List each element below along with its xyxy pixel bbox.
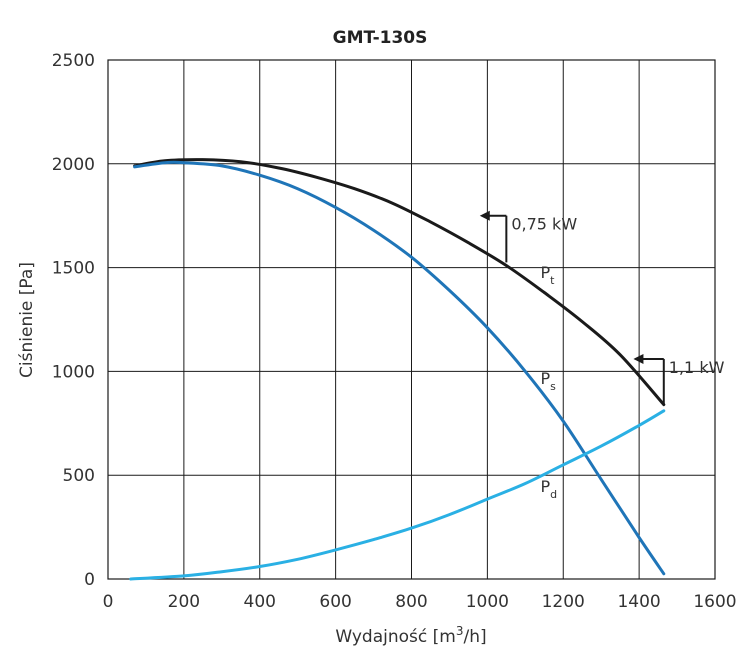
series-labels: Pt Ps Pd [540,263,557,501]
series-line-pt [133,158,666,407]
y-axis-label: Ciśnienie [Pa] [17,262,37,378]
x-tick-label: 200 [168,592,200,612]
x-tick-label: 1200 [542,592,585,612]
annotation-power-label: 0,75 kW [511,215,577,234]
x-tick-label: 800 [395,592,427,612]
annotation-power-label: 1,1 kW [669,358,725,377]
x-axis-label-sup: 3 [456,624,464,638]
y-tick-label: 1500 [52,259,95,279]
x-axis-label-base: Wydajność [m [335,627,455,647]
x-tick-label: 1400 [617,592,660,612]
grid [107,59,716,580]
x-axis-label-tail: /h] [463,627,486,647]
x-axis-label: Wydajność [m3/h] [335,624,486,647]
x-tick-labels: 0 200 400 600 800 1000 1200 1400 1600 [103,592,737,612]
series-label-ps: Ps [540,369,556,393]
series-lines [129,158,666,581]
series-line-pd [129,409,666,581]
series-label-pt: Pt [540,263,555,287]
x-tick-label: 1600 [693,592,736,612]
y-tick-labels: 0 500 1000 1500 2000 2500 [52,51,95,590]
y-tick-label: 500 [63,466,95,486]
power-annotations: 0,75 kW 1,1 kW [479,210,725,405]
y-tick-label: 2000 [52,155,95,175]
y-tick-label: 1000 [52,362,95,382]
x-tick-label: 0 [103,592,114,612]
x-tick-label: 600 [319,592,351,612]
x-tick-label: 400 [244,592,276,612]
y-tick-label: 2500 [52,51,95,71]
series-label-pd: Pd [540,477,557,501]
annotation-arrow-head-0 [479,210,490,221]
series-line-ps [133,160,666,576]
annotation-arrow-head-1 [633,353,644,364]
plot-frame [107,59,716,580]
y-tick-label: 0 [84,570,95,590]
x-tick-label: 1000 [466,592,509,612]
chart-title: GMT-130S [333,28,428,48]
